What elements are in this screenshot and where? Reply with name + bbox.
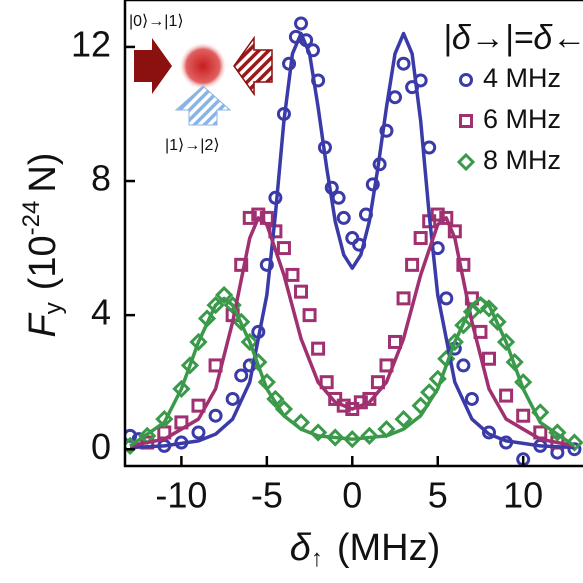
data-point (319, 375, 334, 390)
x-label-part: (MHz) (337, 527, 440, 569)
data-point (360, 426, 379, 445)
data-point (454, 316, 473, 335)
x-tick-label: -10 (155, 475, 207, 516)
fit-line (129, 216, 575, 448)
data-point (482, 351, 497, 366)
y-axis-label: Fy (10-24 N) (18, 153, 67, 338)
data-point (396, 56, 411, 71)
data-point (430, 207, 445, 222)
data-point (343, 430, 362, 449)
legend-title: |δ→|=δ← (443, 19, 583, 57)
annotation: |1⟩→|2⟩ (165, 137, 220, 154)
data-point (445, 332, 464, 352)
data-point (567, 442, 582, 457)
data-point (362, 391, 377, 406)
y-tick-label: 12 (71, 23, 111, 64)
data-point (302, 308, 317, 323)
y-tick-label: 0 (91, 426, 111, 467)
data-point (331, 190, 346, 205)
x-label-part: δ (290, 527, 312, 569)
x-tick-label: 0 (342, 475, 362, 516)
data-point (214, 285, 234, 305)
data-point (459, 73, 473, 87)
x-tick-label: -5 (251, 475, 283, 516)
data-point (439, 210, 454, 225)
data-point (488, 312, 507, 331)
y-label-part: (10 (22, 235, 64, 290)
data-point (189, 332, 208, 352)
data-point (172, 379, 191, 399)
data-point (405, 257, 420, 272)
data-point (459, 114, 473, 128)
x-tick-label: 10 (503, 475, 543, 516)
data-point (516, 408, 531, 423)
data-point (232, 312, 251, 331)
data-point (259, 257, 274, 272)
data-point (464, 391, 479, 406)
plot-area (125, 16, 583, 466)
data-point (379, 123, 394, 138)
data-point (240, 332, 259, 352)
data-point (370, 375, 385, 390)
x-label-part: ↑ (311, 545, 323, 572)
data-point (234, 257, 249, 272)
annotation: |0⟩→|1⟩ (129, 13, 184, 30)
data-point (565, 433, 583, 452)
data-point (413, 231, 428, 246)
data-point (456, 358, 471, 373)
data-point (285, 267, 300, 282)
y-label-part: y (40, 302, 67, 314)
data-point (336, 210, 351, 225)
arrow-up (174, 85, 232, 126)
data-point (242, 210, 257, 225)
data-point (276, 241, 291, 256)
data-point (422, 140, 437, 155)
x-tick-label: 5 (428, 475, 448, 516)
data-point (225, 391, 240, 406)
data-point (308, 423, 328, 442)
x-axis-label: δ↑ (MHz) (290, 527, 441, 572)
fit-line (129, 296, 576, 448)
inset (134, 35, 273, 126)
y-label-part: N) (22, 153, 64, 193)
data-point (396, 291, 411, 306)
data-point (388, 90, 403, 105)
data-point (180, 356, 200, 375)
arrow-right (134, 38, 172, 94)
atom-cloud (179, 42, 227, 90)
y-tick-label: 4 (91, 292, 111, 333)
data-point (394, 409, 413, 429)
data-point (482, 425, 497, 440)
data-point (191, 425, 206, 440)
data-point (456, 152, 476, 172)
legend-label: 4 MHz (483, 63, 561, 93)
data-point (294, 284, 309, 299)
data-point (456, 257, 471, 272)
data-point (499, 388, 514, 403)
y-label-part: -24 (18, 201, 45, 236)
data-point (311, 341, 326, 356)
data-point (336, 398, 351, 413)
data-point (191, 398, 206, 413)
data-point (294, 16, 309, 31)
legend-label: 6 MHz (483, 104, 561, 134)
arrow-left (233, 35, 273, 97)
data-point (439, 291, 454, 306)
data-point (326, 428, 345, 447)
y-tick-label: 8 (91, 158, 111, 199)
legend-label: 8 MHz (483, 145, 561, 175)
data-point (496, 332, 516, 352)
data-point (234, 368, 249, 383)
y-label-part: F (22, 312, 64, 337)
data-point (208, 408, 223, 423)
data-point (479, 299, 499, 318)
frame (123, 0, 583, 468)
